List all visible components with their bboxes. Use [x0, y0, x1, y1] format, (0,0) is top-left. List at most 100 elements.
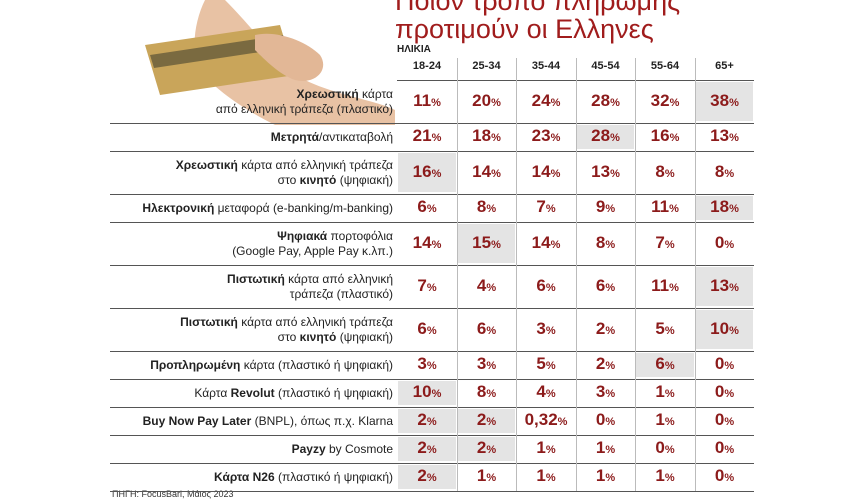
value-cell: 7% — [417, 275, 437, 295]
label-text: από ελληνική τράπεζα (πλαστικό) — [215, 101, 393, 116]
cell-highlight — [398, 381, 456, 405]
value-cell: 28% — [591, 90, 620, 110]
cell-highlight — [398, 437, 456, 461]
label-text: by Cosmote — [325, 441, 393, 456]
label-text: κάρτα από ελληνική τράπεζα — [237, 314, 393, 329]
label-line: τράπεζα (πλαστικό) — [227, 287, 393, 302]
cell-highlight — [695, 196, 753, 220]
title-line: προτιμούν οι Ελληνες — [395, 14, 654, 44]
row-rule — [110, 151, 754, 152]
label-text: τράπεζα (πλαστικό) — [289, 286, 393, 301]
label-line: Κάρτα N26 (πλαστικό ή ψηφιακή) — [214, 470, 393, 485]
row-rule — [110, 351, 754, 352]
value-cell: 2% — [417, 410, 437, 429]
cell-highlight — [457, 224, 515, 263]
label-text: κάρτα (πλαστικό ή ψηφιακή) — [240, 357, 393, 372]
value-cell: 9% — [595, 197, 616, 216]
value-cell: 3% — [476, 354, 497, 373]
value-cell: 8% — [476, 382, 497, 401]
cell-highlight — [576, 125, 634, 149]
row-rule — [110, 222, 754, 223]
label-text: Payzy — [291, 441, 326, 456]
column-header: 65+ — [715, 60, 734, 72]
value-cell: 7% — [536, 197, 556, 216]
column-header: 25-34 — [472, 60, 501, 72]
column-divider — [456, 58, 458, 491]
value-cell: 16% — [412, 161, 442, 181]
label-line: Buy Now Pay Later (BNPL), όπως π.χ. Klar… — [143, 414, 393, 429]
value-cell: 10% — [710, 318, 739, 338]
row-rule — [110, 194, 754, 195]
value-cell: 38% — [710, 90, 739, 110]
value-cell: 6% — [417, 197, 437, 216]
value-cell: 2% — [476, 410, 497, 429]
label-text: Revolut — [230, 385, 275, 400]
value-cell: 8% — [655, 161, 675, 181]
value-cell: 0% — [714, 382, 735, 401]
value-cell: 28% — [591, 126, 620, 145]
value-cell: 1% — [595, 438, 616, 457]
label-text: Buy Now Pay Later — [142, 413, 252, 428]
value-cell: 13% — [591, 161, 620, 181]
column-divider — [516, 58, 517, 491]
label-line: στο κινητό (ψηφιακή) — [180, 330, 393, 345]
label-text: κινητό — [299, 172, 337, 187]
row-label: Payzy by Cosmote — [292, 442, 393, 457]
row-label: Πιστωτική κάρτα από ελληνική τράπεζα στο … — [180, 315, 393, 345]
row-label: Μετρητά/αντικαταβολή — [271, 130, 393, 145]
label-line: Ψηφιακά πορτοφόλια — [232, 229, 393, 244]
value-cell: 14% — [531, 161, 561, 181]
label-text: Προπληρωμένη — [150, 357, 241, 372]
cell-highlight — [457, 437, 515, 461]
value-cell: 32% — [650, 90, 680, 110]
value-cell: 24% — [531, 90, 561, 110]
label-text: μεταφορά (e-banking/m-banking) — [214, 200, 393, 215]
value-cell: 15% — [472, 232, 501, 252]
column-divider — [575, 58, 577, 491]
column-group-header: ΗΛΙΚΙΑ — [397, 44, 431, 55]
value-cell: 8% — [714, 161, 735, 181]
value-cell: 6% — [655, 354, 675, 373]
value-cell: 21% — [412, 126, 442, 145]
label-text: (πλαστικό ή ψηφιακή) — [274, 385, 393, 400]
row-rule — [110, 435, 754, 436]
cell-highlight — [457, 409, 515, 433]
value-cell: 8% — [595, 232, 616, 252]
row-label: Πιστωτική κάρτα από ελληνική τράπεζα (πλα… — [227, 272, 393, 302]
value-cell: 11% — [651, 197, 679, 216]
value-cell: 20% — [472, 90, 501, 110]
value-cell: 4% — [536, 382, 556, 401]
row-rule — [110, 308, 754, 309]
label-text: Κάρτα — [194, 385, 231, 400]
value-cell: 5% — [655, 318, 675, 338]
value-cell: 2% — [417, 466, 437, 485]
label-line: Προπληρωμένη κάρτα (πλαστικό ή ψηφιακή) — [150, 358, 393, 373]
value-cell: 1% — [655, 382, 675, 401]
label-text: πορτοφόλια — [327, 228, 393, 243]
value-cell: 18% — [472, 126, 501, 145]
label-line: Χρεωστική κάρτα από ελληνική τράπεζα — [176, 158, 393, 173]
label-text: στο — [277, 329, 300, 344]
label-text: /αντικαταβολή — [319, 129, 393, 144]
value-cell: 0% — [714, 232, 735, 252]
value-cell: 3% — [536, 318, 556, 338]
label-text: (πλαστικό ή ψηφιακή) — [274, 469, 393, 484]
value-cell: 6% — [476, 318, 497, 338]
value-cell: 11% — [651, 275, 679, 295]
value-cell: 3% — [417, 354, 437, 373]
label-text: (ψηφιακή) — [336, 329, 393, 344]
label-line: στο κινητό (ψηφιακή) — [176, 173, 393, 188]
value-cell: 0% — [595, 410, 616, 429]
label-line: από ελληνική τράπεζα (πλαστικό) — [216, 102, 393, 117]
row-rule — [110, 491, 754, 492]
hand-card-photo — [145, 0, 395, 125]
row-label: Κάρτα N26 (πλαστικό ή ψηφιακή) — [214, 470, 393, 485]
label-text: κάρτα από ελληνική τράπεζα — [237, 157, 393, 172]
row-label: Ψηφιακά πορτοφόλια (Google Pay, Apple Pay… — [232, 229, 393, 259]
row-label: Χρεωστική κάρτα από ελληνική τράπεζα στο … — [176, 158, 393, 188]
value-cell: 14% — [412, 232, 442, 252]
label-text: στο — [277, 172, 300, 187]
label-line: Κάρτα Revolut (πλαστικό ή ψηφιακή) — [194, 386, 393, 401]
row-label: Buy Now Pay Later (BNPL), όπως π.χ. Klar… — [143, 414, 393, 429]
value-cell: 14% — [472, 161, 501, 181]
